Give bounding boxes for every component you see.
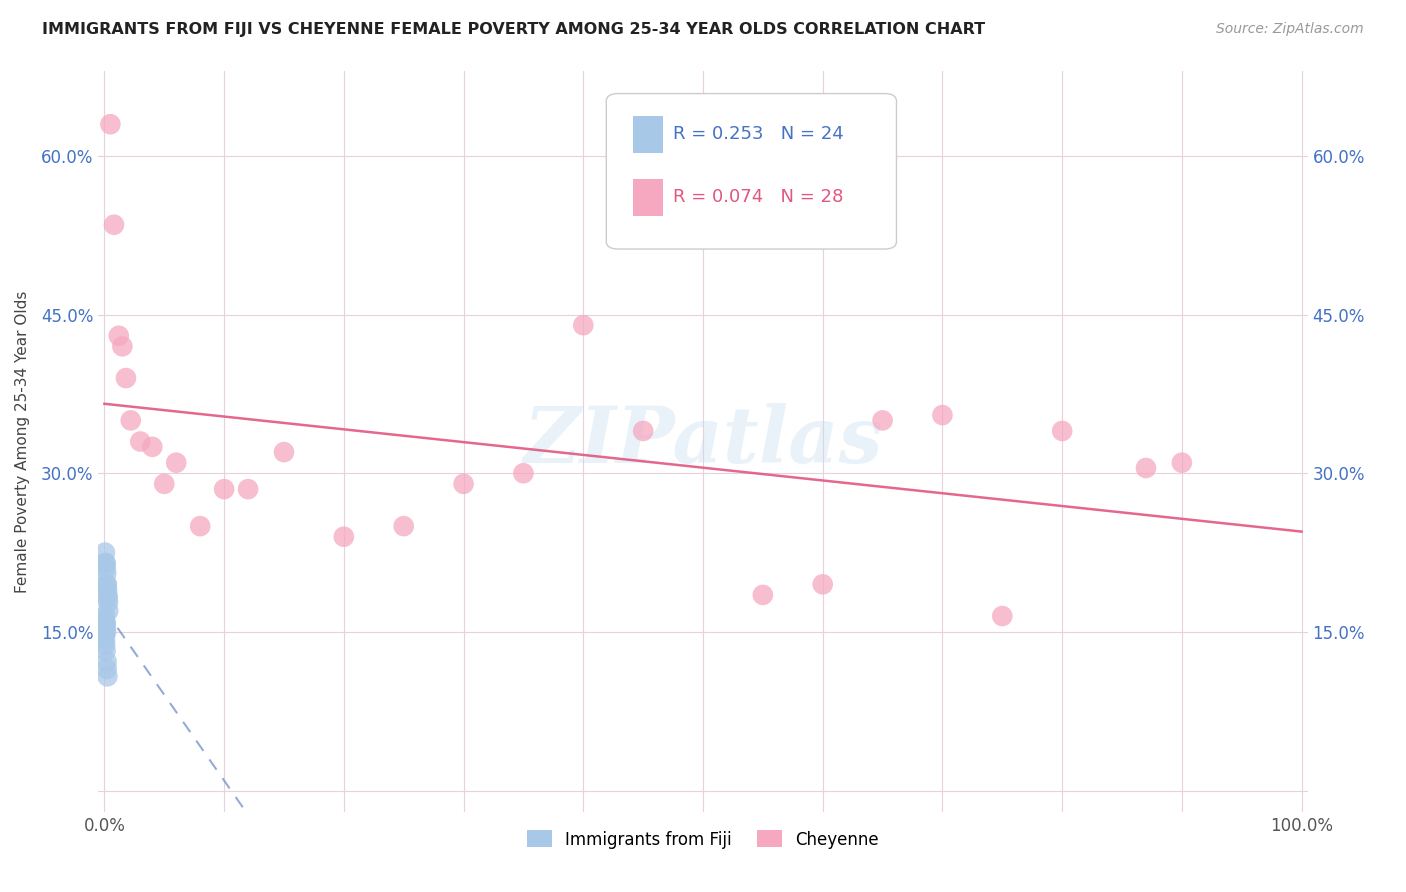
Point — [96, 582, 118, 597]
Point — [141, 440, 163, 454]
Point — [94, 561, 117, 575]
Point — [107, 328, 129, 343]
Point — [120, 413, 142, 427]
Point — [94, 556, 117, 570]
Point — [96, 662, 118, 676]
Point — [97, 604, 120, 618]
Point — [1050, 424, 1073, 438]
Bar — [633, 178, 664, 216]
Text: R = 0.074   N = 28: R = 0.074 N = 28 — [672, 188, 844, 206]
Point — [212, 482, 235, 496]
Point — [1171, 456, 1194, 470]
Point — [96, 655, 118, 669]
Point — [96, 577, 118, 591]
Point — [153, 476, 176, 491]
Point — [811, 577, 834, 591]
Bar — [633, 116, 664, 153]
Y-axis label: Female Poverty Among 25-34 Year Olds: Female Poverty Among 25-34 Year Olds — [15, 291, 30, 592]
Point — [97, 591, 120, 605]
Point — [94, 632, 117, 647]
Point — [392, 519, 415, 533]
Text: IMMIGRANTS FROM FIJI VS CHEYENNE FEMALE POVERTY AMONG 25-34 YEAR OLDS CORRELATIO: IMMIGRANTS FROM FIJI VS CHEYENNE FEMALE … — [42, 22, 986, 37]
Point — [631, 424, 654, 438]
Point — [94, 644, 117, 658]
Point — [96, 669, 118, 683]
Point — [165, 456, 187, 470]
Point — [111, 339, 134, 353]
Point — [991, 609, 1014, 624]
Point — [94, 619, 117, 633]
Point — [931, 408, 953, 422]
FancyBboxPatch shape — [606, 94, 897, 249]
Point — [96, 566, 118, 581]
Point — [572, 318, 595, 333]
Point — [94, 616, 117, 631]
Point — [453, 476, 475, 491]
Point — [94, 627, 117, 641]
Point — [188, 519, 211, 533]
Point — [752, 588, 775, 602]
Point — [103, 218, 125, 232]
Text: ZIPatlas: ZIPatlas — [523, 403, 883, 480]
Point — [273, 445, 295, 459]
Text: R = 0.253   N = 24: R = 0.253 N = 24 — [672, 125, 844, 144]
Text: Source: ZipAtlas.com: Source: ZipAtlas.com — [1216, 22, 1364, 37]
Point — [97, 595, 120, 609]
Point — [129, 434, 152, 449]
Point — [115, 371, 138, 385]
Point — [236, 482, 259, 496]
Point — [94, 615, 117, 629]
Point — [96, 577, 118, 591]
Point — [96, 588, 118, 602]
Point — [94, 638, 117, 652]
Point — [96, 624, 118, 639]
Point — [333, 530, 356, 544]
Point — [94, 556, 117, 570]
Point — [94, 546, 117, 560]
Legend: Immigrants from Fiji, Cheyenne: Immigrants from Fiji, Cheyenne — [520, 823, 886, 855]
Point — [512, 467, 534, 481]
Point — [94, 609, 117, 624]
Point — [100, 117, 122, 131]
Point — [1135, 461, 1157, 475]
Point — [872, 413, 894, 427]
